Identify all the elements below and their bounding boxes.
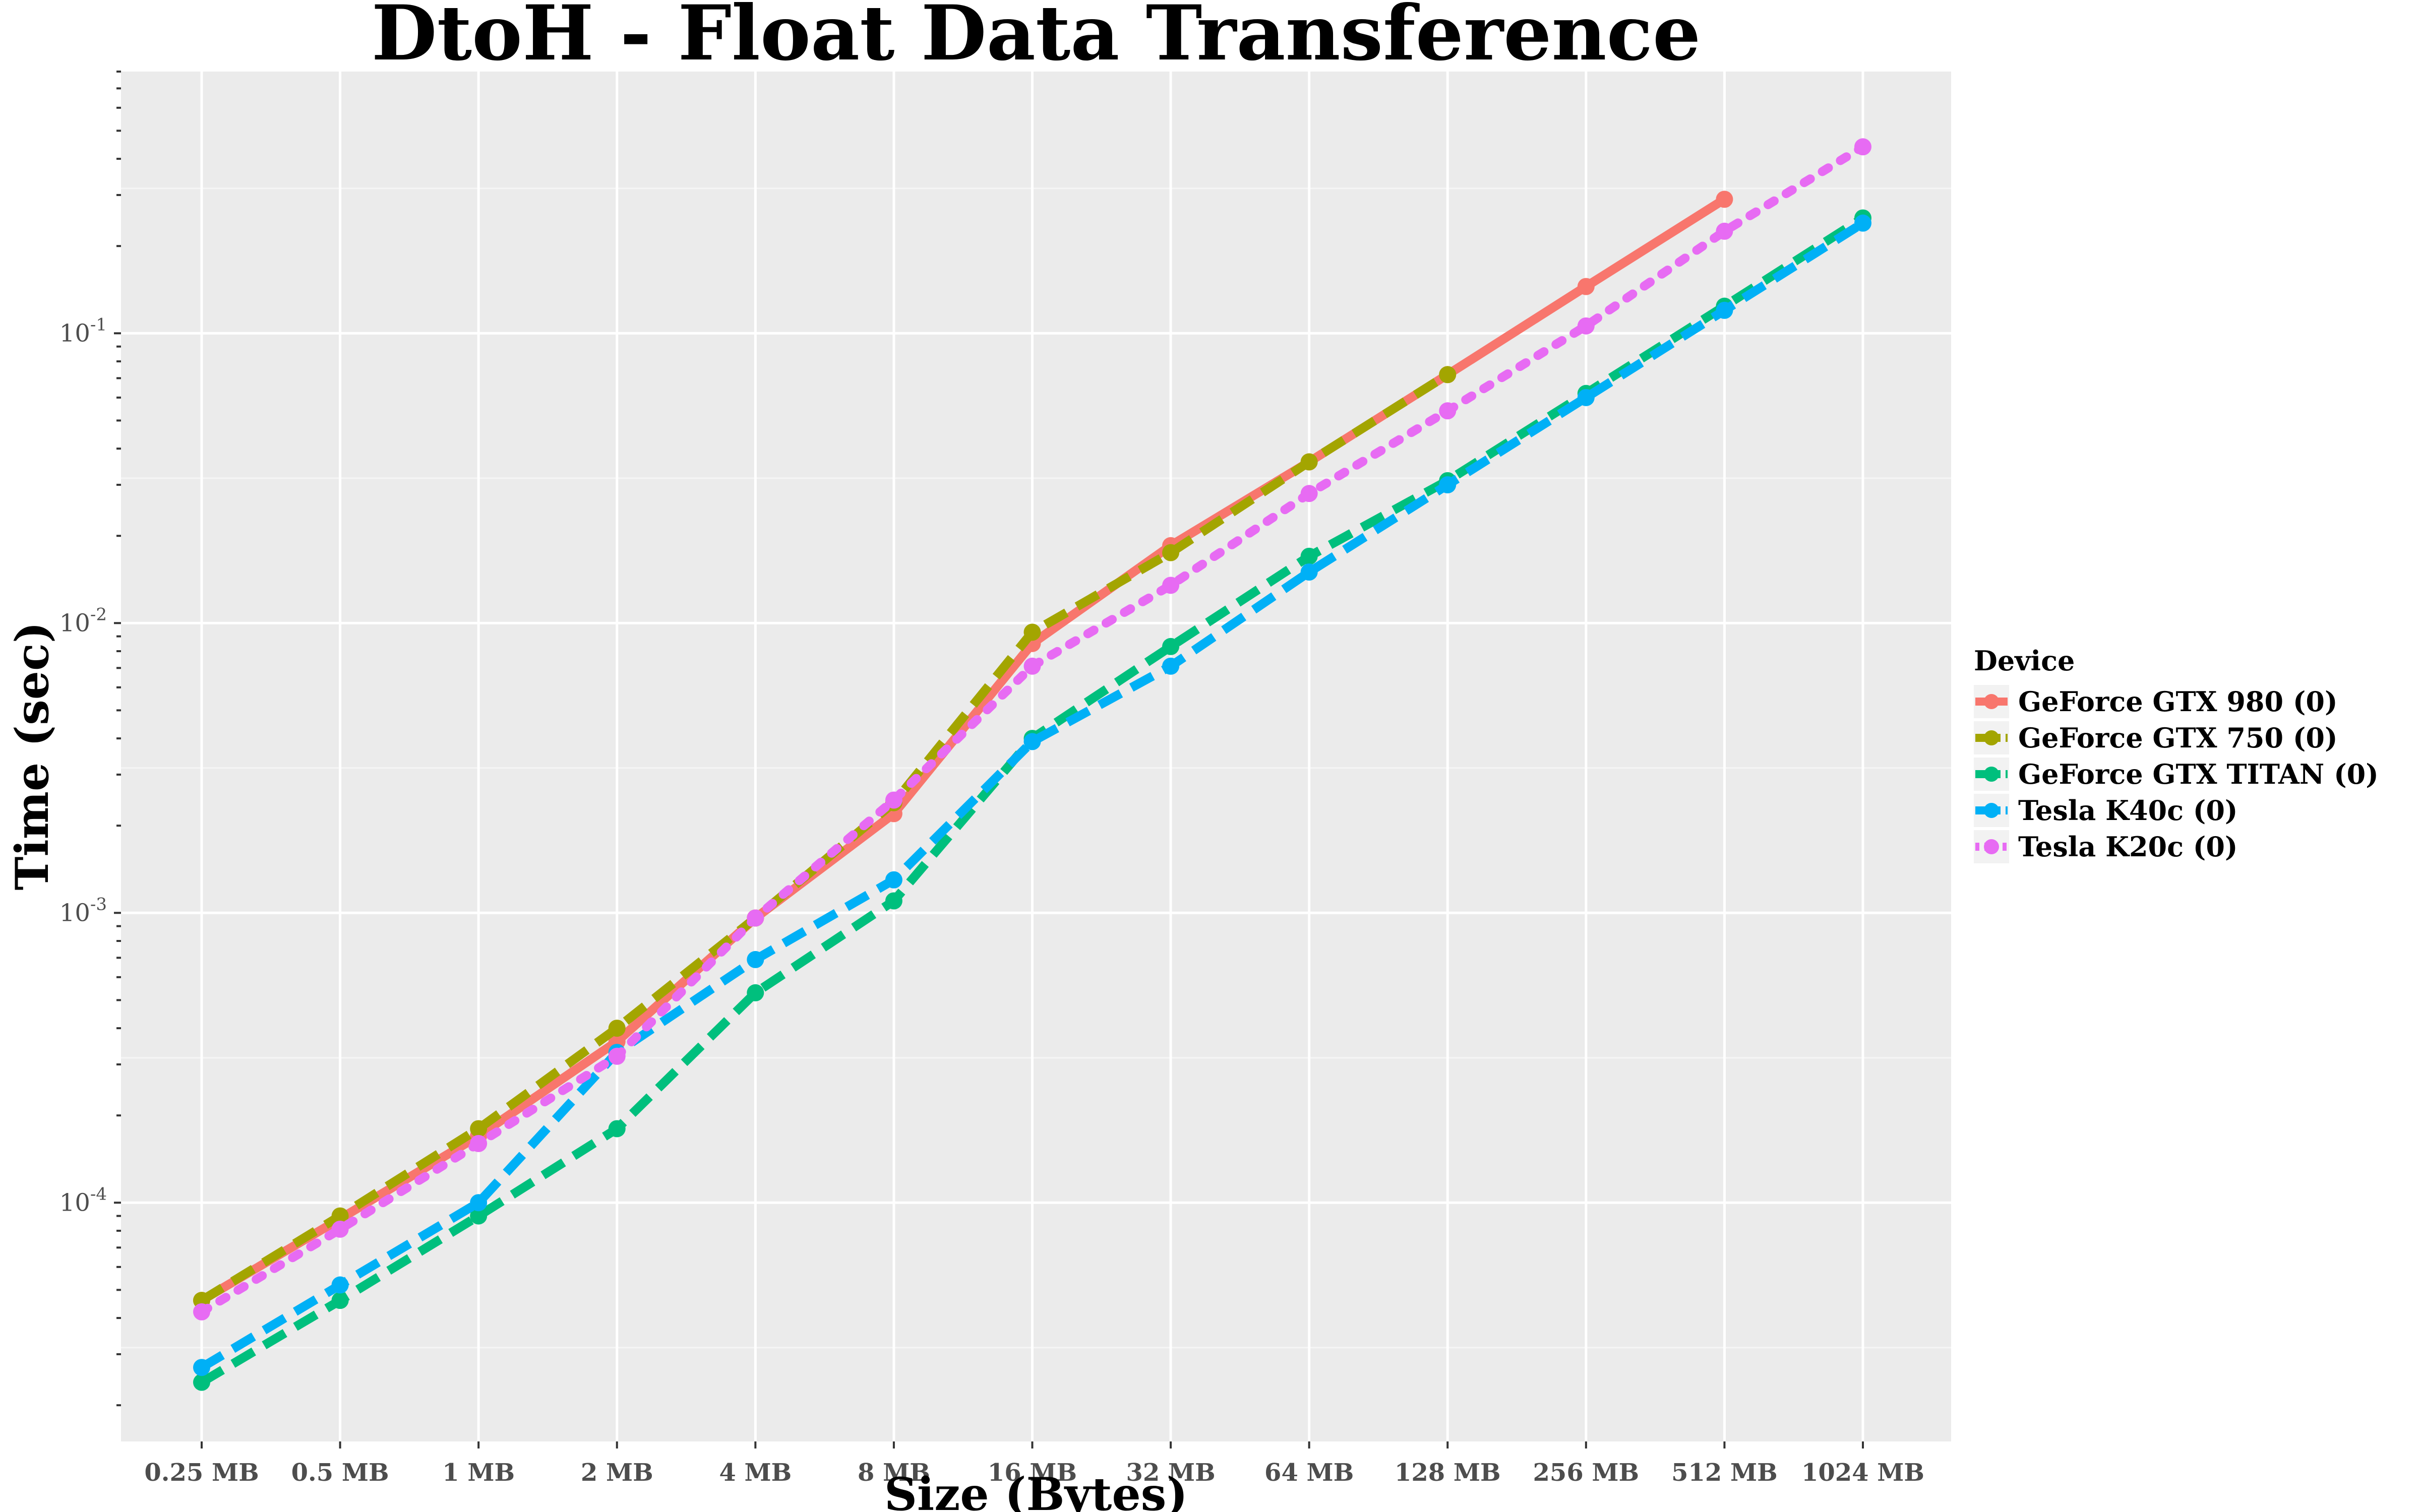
legend-key-point [1984, 839, 1999, 854]
data-point [1854, 214, 1871, 232]
data-point [1300, 485, 1318, 502]
x-axis-ticks: 0.25 MB 0.5 MB 1 MB 2 MB 4 MB 8 MB 16 MB 32 MB 6… [144, 1441, 1924, 1487]
data-point [1162, 544, 1180, 561]
grid-major [121, 72, 1951, 1441]
y-tick-base: 10 [59, 609, 90, 637]
series-line [199, 195, 1727, 1304]
x-axis-title: Size (Bytes) [884, 1468, 1188, 1512]
x-tick-label: 16 MB [988, 1459, 1077, 1487]
y-tick-exponent: -1 [90, 314, 107, 335]
data-point [1023, 623, 1041, 641]
x-tick-label: 128 MB [1395, 1459, 1501, 1487]
data-point [1439, 476, 1457, 493]
y-tick-base: 10 [59, 1188, 90, 1217]
legend-key-point [1984, 694, 1999, 709]
data-point [608, 1047, 626, 1065]
grid-minor [121, 187, 1951, 1349]
legend-label: GeForce GTX 980 (0) [2018, 685, 2338, 718]
data-point [470, 1194, 488, 1212]
y-tick-label: 10-4 [59, 1184, 107, 1217]
data-point [1162, 638, 1180, 655]
x-tick-label: 512 MB [1671, 1459, 1778, 1487]
data-point [1577, 389, 1595, 406]
data-point [331, 1292, 349, 1309]
data-point [885, 892, 902, 910]
y-tick-exponent: -4 [90, 1184, 107, 1204]
data-point [1300, 563, 1318, 581]
x-tick-label: 8 MB [858, 1459, 930, 1487]
y-axis-ticks: 10-110-210-310-4 [59, 314, 107, 1217]
data-point [747, 984, 764, 1001]
chart-title: DtoH - Float Data Transference [372, 0, 1701, 78]
x-tick-label: 1024 MB [1801, 1459, 1924, 1487]
x-tick-label: 64 MB [1264, 1459, 1354, 1487]
legend-title: Device [1974, 645, 2075, 677]
y-tick-base: 10 [59, 899, 90, 927]
x-tick-label: 32 MB [1126, 1459, 1215, 1487]
data-point [193, 1373, 210, 1391]
data-point [1439, 402, 1457, 420]
legend-key-point [1984, 767, 1999, 782]
legend-label: Tesla K20c (0) [2018, 831, 2237, 863]
data-point [470, 1207, 488, 1225]
y-minor-ticks [114, 71, 121, 1407]
data-point [1577, 317, 1595, 335]
data-point [193, 1359, 210, 1376]
data-point [1300, 453, 1318, 471]
data-point [1023, 733, 1041, 750]
data-point [331, 1220, 349, 1238]
data-point [885, 871, 902, 889]
plot-background [121, 72, 1951, 1441]
data-point [608, 1120, 626, 1138]
legend-key-point [1984, 730, 1999, 745]
x-tick-label: 256 MB [1533, 1459, 1640, 1487]
legend-label: GeForce GTX 750 (0) [2018, 722, 2338, 754]
data-point [885, 791, 902, 809]
data-point [1854, 138, 1871, 156]
y-tick-label: 10-2 [59, 604, 107, 637]
data-point [1716, 191, 1733, 208]
data-point [470, 1120, 488, 1138]
series-layer [193, 138, 1871, 1391]
data-point [331, 1207, 349, 1225]
data-point [1439, 366, 1457, 384]
data-point [1716, 222, 1733, 240]
data-point [1023, 657, 1041, 675]
data-point [1300, 547, 1318, 565]
x-tick-label: 2 MB [581, 1459, 653, 1487]
data-point [470, 1135, 488, 1152]
y-tick-label: 10-1 [59, 314, 107, 347]
legend-label: Tesla K40c (0) [2018, 794, 2237, 827]
data-point [193, 1303, 210, 1320]
data-point [1162, 657, 1180, 675]
data-point [747, 909, 764, 927]
x-tick-label: 0.25 MB [144, 1459, 259, 1487]
y-tick-exponent: -2 [90, 604, 107, 624]
legend-label: GeForce GTX TITAN (0) [2018, 758, 2379, 790]
y-axis-title: Time (sec) [6, 622, 59, 891]
x-tick-label: 4 MB [719, 1459, 792, 1487]
y-tick-exponent: -3 [90, 894, 107, 914]
data-point [1577, 278, 1595, 295]
data-point [747, 951, 764, 968]
x-tick-label: 0.5 MB [291, 1459, 389, 1487]
x-tick-label: 1 MB [442, 1459, 515, 1487]
data-point [331, 1276, 349, 1294]
y-tick-base: 10 [59, 319, 90, 347]
data-point [1162, 577, 1180, 594]
data-point [1716, 301, 1733, 319]
legend: Device GeForce GTX 980 (0) GeForce GTX 75… [1974, 645, 2379, 863]
data-point [608, 1020, 626, 1037]
y-tick-label: 10-3 [59, 894, 107, 927]
legend-key-point [1984, 803, 1999, 818]
